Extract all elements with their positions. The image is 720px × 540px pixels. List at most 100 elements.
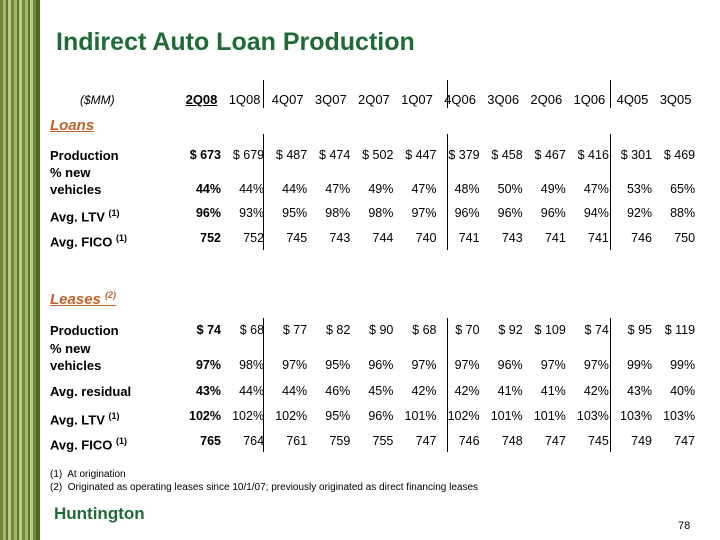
cell: 750 xyxy=(674,231,696,245)
cell: $ 70 xyxy=(455,323,480,337)
cell: 47% xyxy=(325,182,351,196)
cell: 745 xyxy=(286,231,308,245)
cell: $ 487 xyxy=(275,148,308,162)
cell: 746 xyxy=(458,434,480,448)
column-header: 1Q06 xyxy=(573,92,606,107)
cell: $ 68 xyxy=(412,323,437,337)
cell: 97% xyxy=(411,206,437,220)
row-label-text: Avg. residual xyxy=(50,384,132,399)
cell: 95% xyxy=(282,206,308,220)
cell: 759 xyxy=(329,434,351,448)
row-label-text: Production xyxy=(50,148,119,163)
cell: 44% xyxy=(282,384,308,398)
cell: $ 447 xyxy=(405,148,437,162)
cell: 102% xyxy=(232,409,265,423)
cell: $ 502 xyxy=(362,148,394,162)
row-label: Avg. FICO (1) xyxy=(50,230,127,250)
cell: 746 xyxy=(631,231,652,245)
footnote-ref: (1) xyxy=(108,208,120,218)
cell: 45% xyxy=(368,384,394,398)
section-title: Leases (2) xyxy=(50,290,116,308)
row-label-text: % new vehicles xyxy=(50,341,102,373)
row-label: Avg. LTV (1) xyxy=(50,205,120,225)
cell: 755 xyxy=(372,434,394,448)
row-label-text: Avg. FICO xyxy=(50,437,113,453)
cell: 65% xyxy=(670,182,696,196)
row-label-text: Production xyxy=(50,323,119,338)
cell: 44% xyxy=(282,182,308,196)
cell: 741 xyxy=(458,231,480,245)
column-header: 3Q06 xyxy=(487,92,520,107)
row-label: Avg. residual xyxy=(50,383,131,400)
cell: 42% xyxy=(583,384,609,398)
cell: 44% xyxy=(239,384,265,398)
cell: 47% xyxy=(583,182,609,196)
cell: $ 92 xyxy=(498,323,523,337)
cell: 103% xyxy=(576,409,609,423)
cell: 98% xyxy=(239,358,265,372)
column-header: 4Q07 xyxy=(271,92,304,107)
cell: $ 301 xyxy=(620,148,652,162)
row-label: % new vehicles xyxy=(50,340,101,374)
cell: 765 xyxy=(200,434,221,448)
cell: 48% xyxy=(454,182,480,196)
separator xyxy=(263,134,264,250)
cell: $ 416 xyxy=(577,148,609,162)
cell: 41% xyxy=(540,384,566,398)
cell: 42% xyxy=(454,384,480,398)
row-label: Avg. LTV (1) xyxy=(50,408,120,428)
cell: 96% xyxy=(454,206,480,220)
cell: 749 xyxy=(631,434,652,448)
cell: 98% xyxy=(368,206,394,220)
cell: 102% xyxy=(447,409,480,423)
column-header: 4Q06 xyxy=(444,92,476,107)
cell: 103% xyxy=(620,409,652,423)
section-title-text: Loans xyxy=(50,117,95,134)
cell: 47% xyxy=(411,182,437,196)
row-label-text: Avg. LTV xyxy=(50,209,105,225)
cell: $ 467 xyxy=(534,148,566,162)
cell: $ 679 xyxy=(232,148,265,162)
cell: $ 74 xyxy=(196,323,221,337)
section-title: Loans xyxy=(50,117,94,134)
cell: 96% xyxy=(195,206,221,220)
cell: 748 xyxy=(501,434,523,448)
cell: 744 xyxy=(372,231,394,245)
cell: 53% xyxy=(626,182,652,196)
cell: $ 77 xyxy=(282,323,308,337)
cell: $ 474 xyxy=(319,148,351,162)
decor-stripe xyxy=(0,0,36,540)
cell: 92% xyxy=(626,206,652,220)
cell: $ 379 xyxy=(448,148,480,162)
cell: 42% xyxy=(411,384,437,398)
column-header: 3Q07 xyxy=(314,92,347,107)
cell: 747 xyxy=(415,434,437,448)
cell: 95% xyxy=(325,358,351,372)
cell: 97% xyxy=(583,358,609,372)
cell: 96% xyxy=(497,206,523,220)
cell: 102% xyxy=(275,409,308,423)
cell: 99% xyxy=(626,358,652,372)
cell: 88% xyxy=(670,206,696,220)
footnote-ref: (2) xyxy=(105,290,117,300)
row-label-text: Avg. LTV xyxy=(50,412,105,428)
separator xyxy=(447,80,448,108)
column-header: 2Q08 xyxy=(185,92,218,107)
title: Indirect Auto Loan Production xyxy=(56,28,415,56)
cell: 103% xyxy=(663,409,696,423)
decor-stripe-edge xyxy=(36,0,40,540)
page-number: 78 xyxy=(678,520,691,532)
cell: 96% xyxy=(368,358,394,372)
footnote-ref: (1) xyxy=(108,411,120,421)
column-header: 1Q07 xyxy=(401,92,433,107)
cell: 94% xyxy=(583,206,609,220)
cell: 97% xyxy=(540,358,566,372)
cell: 752 xyxy=(200,231,221,245)
cell: 43% xyxy=(195,384,221,398)
section-title-text: Leases xyxy=(50,291,101,308)
cell: $ 458 xyxy=(491,148,523,162)
cell: $ 119 xyxy=(664,323,696,337)
cell: 46% xyxy=(325,384,351,398)
unit-label: ($MM) xyxy=(80,93,115,107)
separator xyxy=(610,318,611,452)
